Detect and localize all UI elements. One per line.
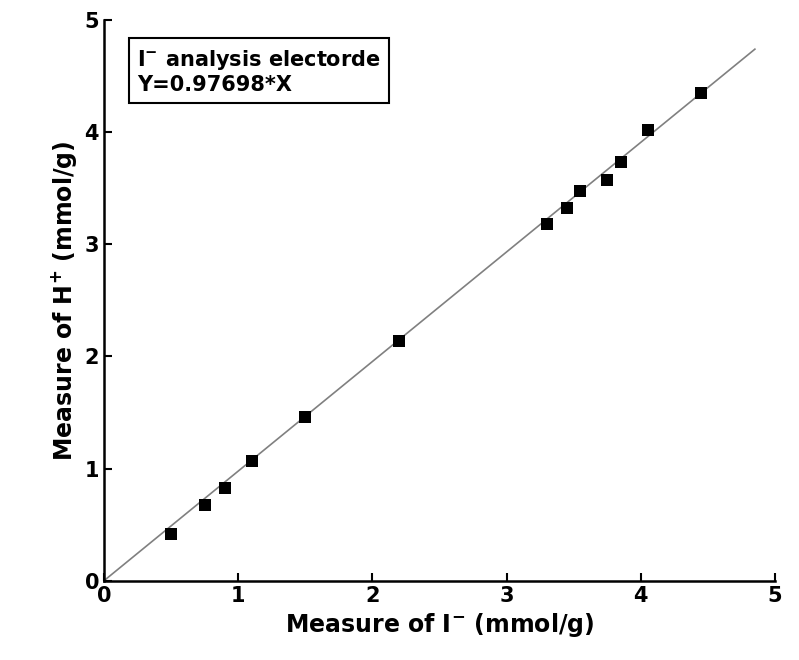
Point xyxy=(601,175,614,185)
Y-axis label: Measure of H$^{+}$ (mmol/g): Measure of H$^{+}$ (mmol/g) xyxy=(49,140,79,461)
Point xyxy=(540,218,553,229)
Point xyxy=(393,335,406,346)
Point xyxy=(218,482,231,493)
Point xyxy=(695,88,708,98)
Point xyxy=(198,499,211,510)
X-axis label: Measure of I$^{-}$ (mmol/g): Measure of I$^{-}$ (mmol/g) xyxy=(284,611,594,640)
Point xyxy=(574,186,586,197)
Point xyxy=(614,157,627,168)
Point xyxy=(165,529,177,539)
Text: I$^{-}$ analysis electorde
Y=0.97698*X: I$^{-}$ analysis electorde Y=0.97698*X xyxy=(137,48,381,95)
Point xyxy=(299,412,312,422)
Point xyxy=(561,203,574,214)
Point xyxy=(245,455,258,466)
Point xyxy=(641,125,654,135)
